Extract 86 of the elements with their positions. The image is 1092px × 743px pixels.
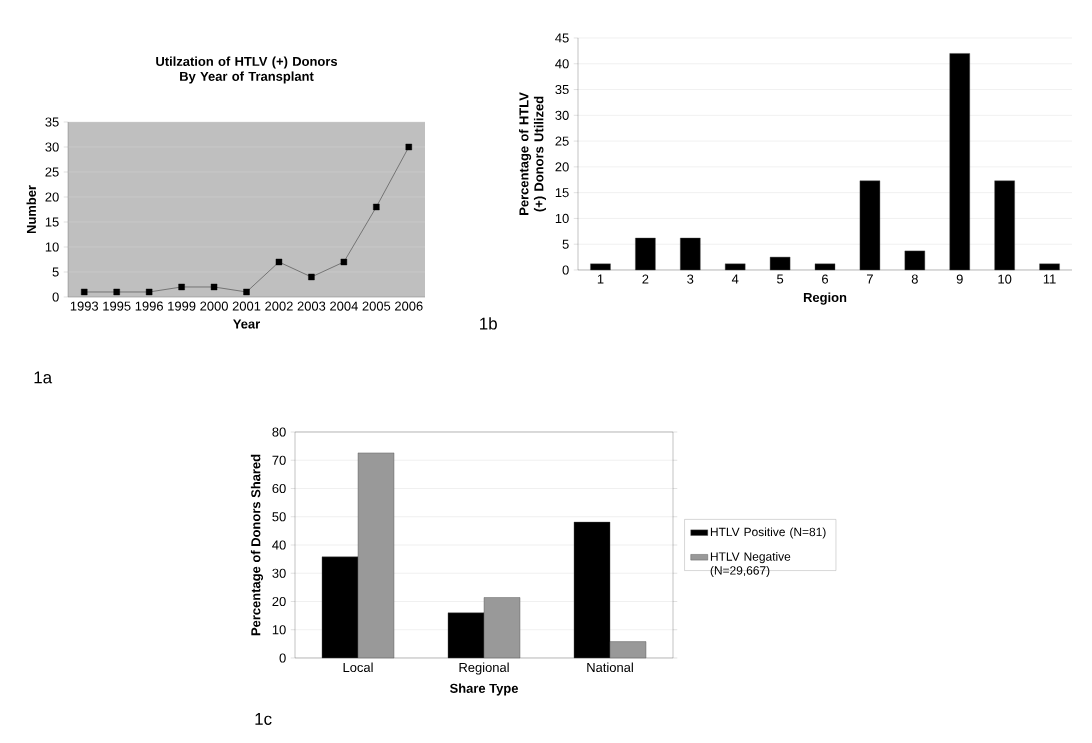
bar (724, 263, 746, 271)
x-axis-title: Share Type (449, 683, 519, 696)
y-tick-label: 30 (45, 142, 59, 152)
chart-title: Utilzation of HTLV (+) Donors By Year of Transplant (156, 56, 338, 84)
x-tick-label: 1 (597, 274, 604, 284)
x-tick-label: 8 (911, 274, 918, 284)
point (145, 288, 153, 296)
x-tick-label: 11 (1043, 274, 1056, 284)
x-tick-label: 2 (642, 274, 649, 284)
point (113, 288, 120, 296)
x-tick-label: 1999 (168, 301, 196, 311)
bar (1039, 263, 1060, 271)
x-tick-label: National (587, 662, 633, 673)
y-tick-label: 10 (45, 242, 59, 252)
x-tick-label: Regional (459, 662, 509, 675)
y-tick-label: 45 (555, 33, 569, 43)
y-axis-title: Percentage of HTLV (+) Donors Utilized (518, 92, 546, 215)
x-tick-label: 4 (731, 274, 739, 284)
x-tick-label: 1993 (70, 301, 99, 311)
bar (769, 256, 791, 271)
x-tick-label: 2000 (200, 301, 228, 311)
point (210, 283, 218, 291)
bar (859, 180, 881, 271)
x-tick-label: 7 (866, 274, 873, 284)
y-tick-label: 70 (272, 455, 286, 465)
y-tick-label: 40 (555, 59, 569, 69)
y-axis-title: Number (26, 185, 36, 234)
y-tick-label: 35 (555, 84, 569, 95)
x-tick-label: 2003 (297, 301, 326, 311)
y-tick-label: 80 (272, 427, 286, 437)
x-tick-label: 5 (777, 274, 784, 284)
x-tick-label: 3 (687, 274, 694, 284)
x-tick-label: 2004 (330, 301, 358, 311)
legend-label: HTLV Positive (N=81) (710, 527, 826, 539)
x-tick-label: 6 (822, 274, 829, 284)
bar (814, 263, 836, 271)
x-tick-label: 2005 (362, 301, 391, 311)
bar (635, 237, 656, 271)
bar (680, 237, 701, 271)
text: 1a (34, 371, 53, 384)
y-tick-label: 35 (45, 117, 59, 127)
x-tick-label: 2002 (265, 301, 293, 311)
x-tick-label: 1996 (135, 301, 163, 311)
x-tick-label: 2001 (232, 301, 261, 311)
point (373, 203, 380, 211)
x-axis-title: Region (803, 292, 847, 305)
y-tick-label: 20 (555, 162, 569, 172)
x-tick-label: 9 (956, 274, 963, 284)
y-tick-label: 30 (555, 110, 569, 120)
point (81, 288, 88, 296)
y-tick-label: 50 (272, 512, 286, 522)
y-tick-label: 15 (45, 217, 59, 227)
bar (949, 53, 970, 271)
x-axis-title: Year (233, 319, 260, 329)
y-tick-label: 25 (555, 136, 569, 146)
bar (904, 250, 926, 271)
y-tick-label: 10 (555, 213, 569, 224)
text: 1b (480, 317, 497, 330)
legend-label: HTLV Negative (N=29,667) (710, 551, 791, 578)
x-tick-label: Local (343, 662, 373, 673)
y-tick-label: 15 (555, 188, 569, 198)
bar (590, 263, 611, 271)
x-tick-label: 2006 (395, 301, 423, 311)
y-tick-label: 0 (562, 265, 569, 275)
y-axis-title: Percentage of Donors Shared (250, 454, 264, 636)
y-tick-label: 20 (45, 192, 59, 202)
bar (994, 180, 1015, 271)
point (340, 258, 348, 266)
y-tick-label: 30 (272, 568, 286, 578)
point (405, 143, 412, 151)
point (243, 288, 250, 296)
y-tick-label: 0 (52, 292, 59, 302)
point (178, 283, 185, 291)
y-tick-label: 5 (52, 267, 59, 277)
y-tick-label: 5 (562, 239, 569, 249)
y-tick-label: 20 (272, 596, 286, 607)
text: 1c (255, 713, 272, 725)
y-tick-label: 25 (45, 167, 59, 177)
y-tick-label: 40 (272, 540, 286, 550)
point (275, 258, 283, 266)
y-tick-label: 60 (272, 483, 286, 494)
x-tick-label: 1995 (103, 301, 131, 311)
point (308, 273, 315, 281)
x-tick-label: 10 (998, 274, 1012, 284)
y-tick-label: 10 (272, 625, 286, 635)
y-tick-label: 0 (279, 653, 286, 663)
